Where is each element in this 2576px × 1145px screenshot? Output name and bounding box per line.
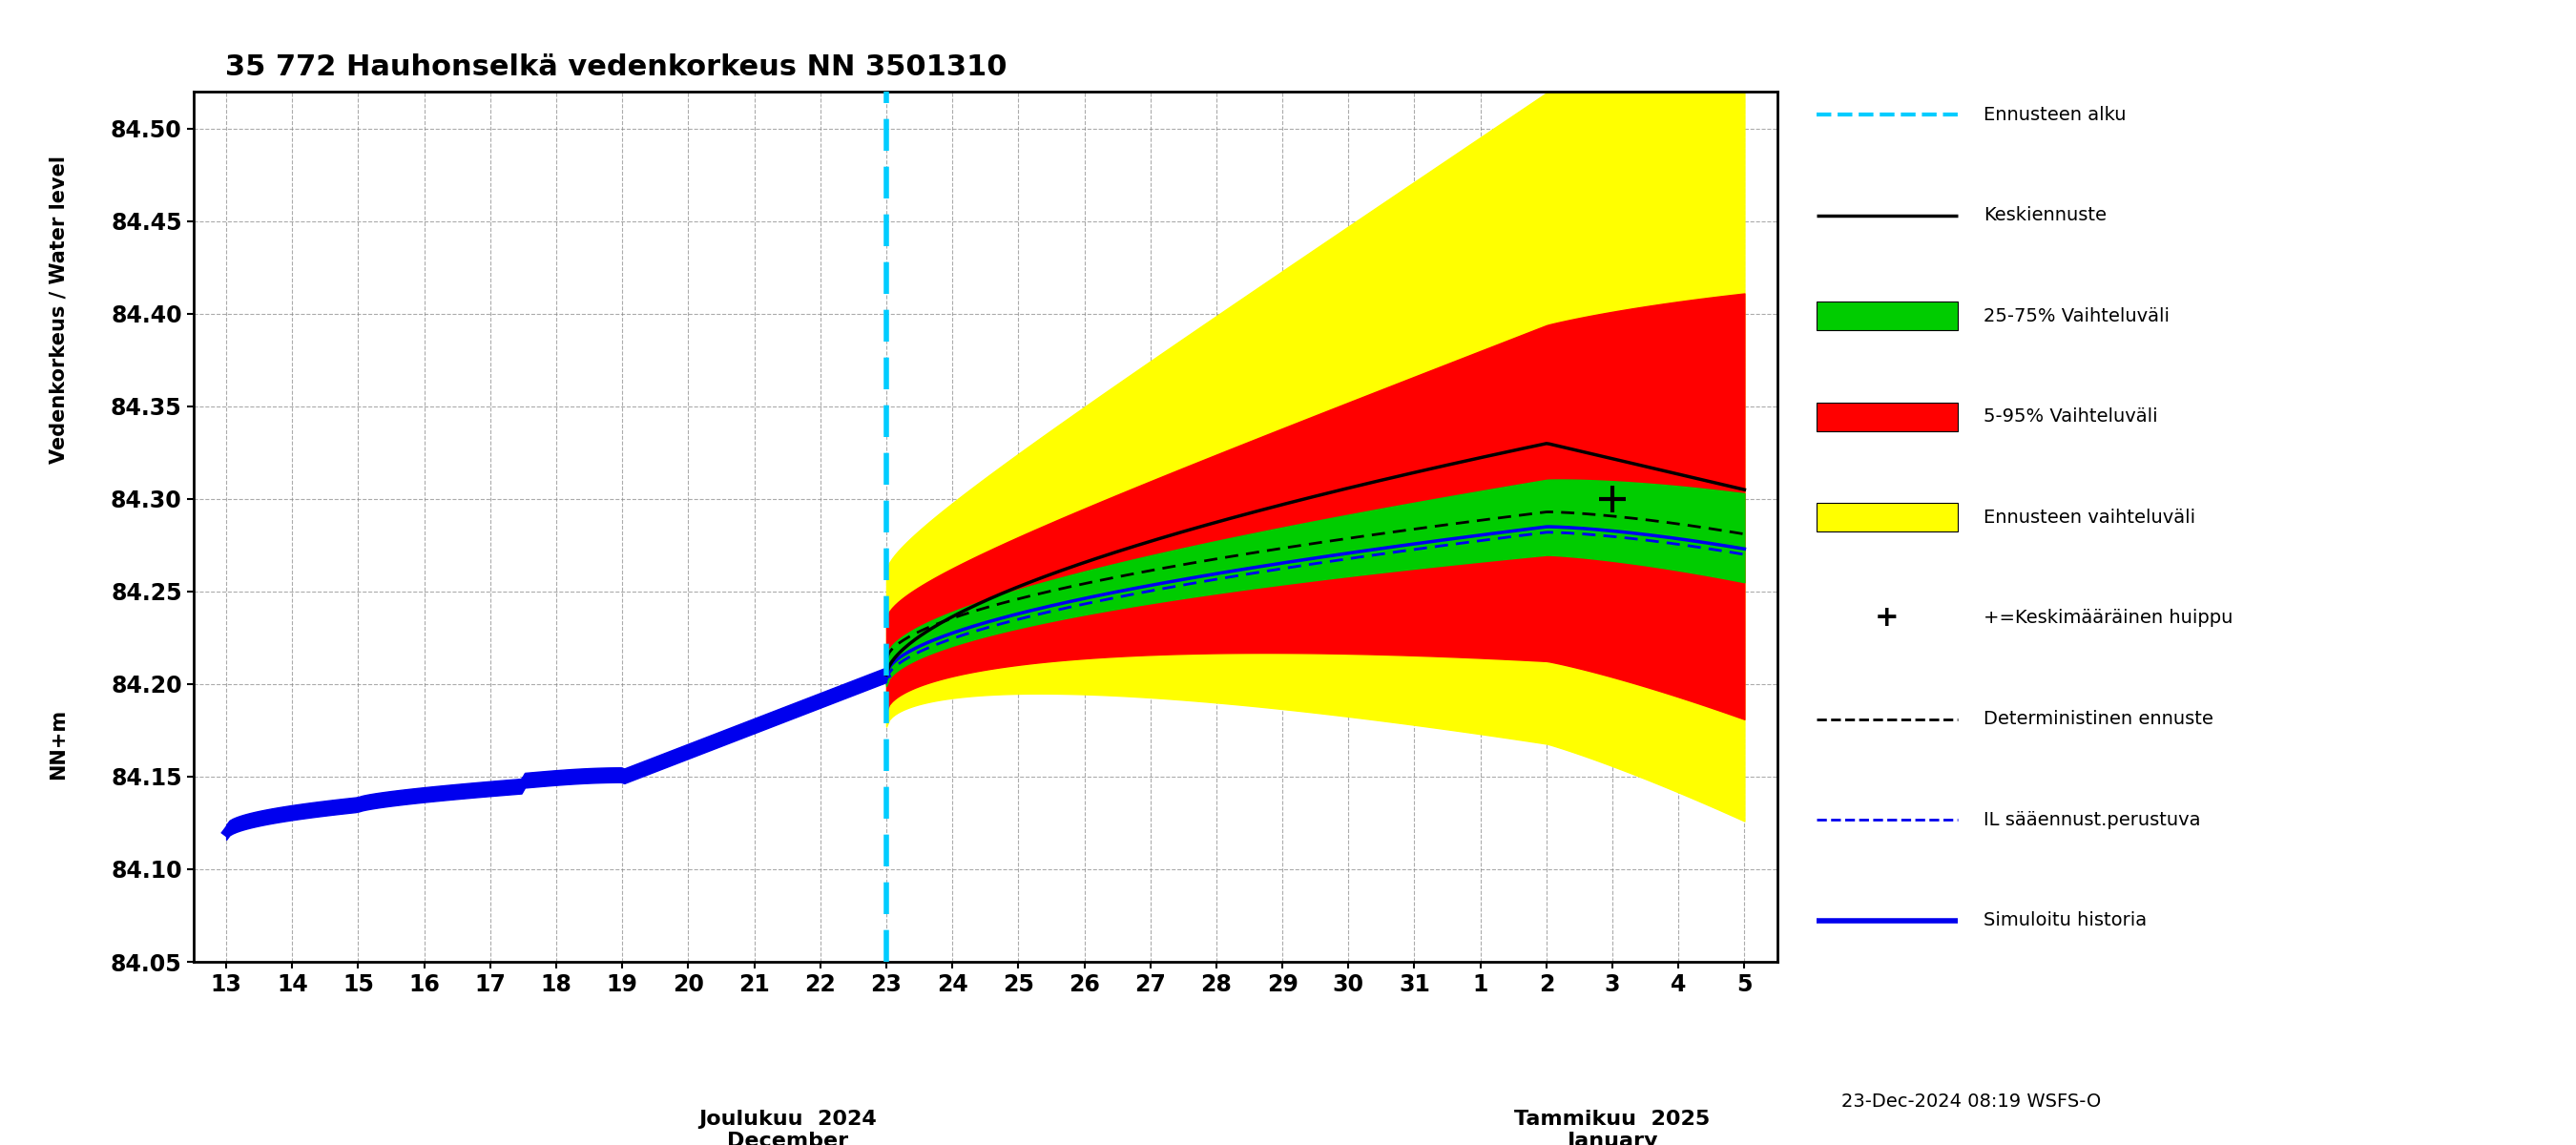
Text: Tammikuu  2025
January: Tammikuu 2025 January	[1515, 1110, 1710, 1145]
Text: 23-Dec-2024 08:19 WSFS-O: 23-Dec-2024 08:19 WSFS-O	[1842, 1092, 2102, 1111]
Text: Ennusteen vaihteluväli: Ennusteen vaihteluväli	[1984, 508, 2195, 527]
Text: +=Keskimääräinen huippu: +=Keskimääräinen huippu	[1984, 609, 2233, 627]
Text: Deterministinen ennuste: Deterministinen ennuste	[1984, 710, 2213, 728]
Text: Simuloitu historia: Simuloitu historia	[1984, 911, 2146, 930]
Text: 35 772 Hauhonselkä vedenkorkeus NN 3501310: 35 772 Hauhonselkä vedenkorkeus NN 35013…	[224, 54, 1007, 81]
Text: IL sääennust.perustuva: IL sääennust.perustuva	[1984, 811, 2200, 829]
Text: Vedenkorkeus / Water level: Vedenkorkeus / Water level	[49, 155, 67, 464]
Text: Keskiennuste: Keskiennuste	[1984, 206, 2107, 224]
Text: NN+m: NN+m	[49, 709, 67, 780]
Text: 5-95% Vaihteluväli: 5-95% Vaihteluväli	[1984, 408, 2159, 426]
Text: Ennusteen alku: Ennusteen alku	[1984, 105, 2125, 124]
Text: +: +	[1875, 605, 1899, 632]
Text: Joulukuu  2024
December: Joulukuu 2024 December	[698, 1110, 876, 1145]
Text: 25-75% Vaihteluväli: 25-75% Vaihteluväli	[1984, 307, 2169, 325]
